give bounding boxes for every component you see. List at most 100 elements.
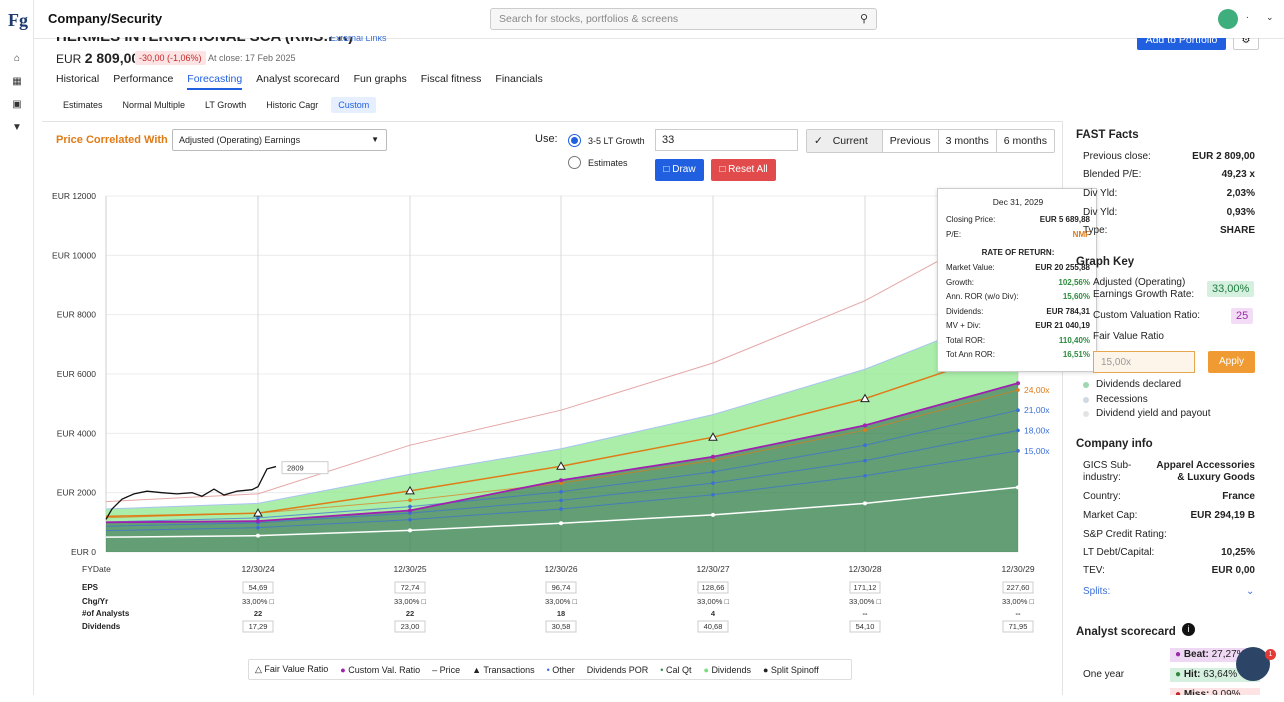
period-previous[interactable]: Previous — [883, 130, 939, 152]
legend-dividends[interactable]: ● Dividends — [703, 664, 751, 675]
apply-button[interactable]: Apply — [1208, 351, 1255, 373]
subtab-estimates[interactable]: Estimates — [63, 100, 103, 110]
table-cell: 33,00% □ — [697, 597, 730, 606]
legend-price[interactable]: – Price — [432, 664, 461, 675]
splits-link[interactable]: Splits: — [1083, 586, 1111, 597]
tab-forecasting[interactable]: Forecasting — [187, 73, 243, 90]
reset-all-button[interactable]: □ Reset All — [711, 159, 776, 181]
subtab-custom[interactable]: Custom — [331, 97, 377, 113]
tab-historical[interactable]: Historical — [56, 73, 100, 85]
avatar[interactable] — [1218, 9, 1238, 29]
info-label: TEV: — [1083, 565, 1105, 576]
legend-fair-value[interactable]: △ Fair Value Ratio — [255, 664, 329, 674]
add-to-portfolio-button[interactable]: Add to Portfolio — [1137, 38, 1226, 50]
period-3-months[interactable]: 3 months — [939, 130, 997, 152]
app-logo[interactable]: Fg — [8, 10, 28, 30]
table-cell: 22 — [406, 609, 414, 618]
chart-icon[interactable]: ▦ — [12, 76, 22, 87]
legend-transactions[interactable]: ▲ Transactions — [472, 664, 535, 675]
chat-badge: 1 — [1265, 649, 1276, 660]
legend-split-spinoff[interactable]: ● Split Spinoff — [762, 664, 819, 675]
chevron-down-icon[interactable]: ⌄ — [1266, 12, 1274, 22]
user-name: . — [1246, 10, 1249, 21]
info-label: Country: — [1083, 491, 1121, 502]
ratio-point — [863, 428, 867, 432]
tab-performance[interactable]: Performance — [113, 73, 174, 85]
legend-cal-qt[interactable]: • Cal Qt — [660, 664, 692, 675]
tooltip-label: P/E: — [946, 229, 962, 239]
briefcase-icon[interactable]: ▣ — [12, 99, 22, 110]
info-icon[interactable]: i — [1182, 623, 1195, 636]
chat-button[interactable] — [1236, 647, 1270, 681]
lt-growth-radio[interactable] — [568, 134, 581, 147]
subtab-historic-cagr[interactable]: Historic Cagr — [266, 100, 319, 110]
miss-value: 9,09% — [1212, 689, 1241, 700]
ratio-point — [711, 470, 715, 474]
chevron-down-icon[interactable]: ⌄ — [1246, 586, 1255, 597]
use-label: Use: — [535, 133, 558, 145]
fact-label: Blended P/E: — [1083, 169, 1142, 180]
tooltip-value: EUR 20 255,88 — [1035, 263, 1090, 272]
fair-value-input[interactable]: 15,00x — [1093, 351, 1195, 373]
legend-label: Split Spinoff — [770, 664, 819, 675]
search-input[interactable]: Search for stocks, portfolios & screens … — [490, 8, 877, 30]
info-value: 10,25% — [1221, 547, 1255, 558]
page-title: Company/Security — [48, 11, 163, 26]
fair-value-label: Fair Value Ratio — [1093, 331, 1164, 342]
growth-input[interactable]: 33 — [655, 129, 798, 151]
filter-icon[interactable]: ▼ — [12, 122, 22, 133]
estimates-radio[interactable] — [568, 156, 581, 169]
fact-label: Type: — [1083, 225, 1108, 236]
forecast-chart[interactable]: EUR 0 EUR 2000 EUR 4000 EUR 6000 EUR 8000 EUR… — [42, 180, 1052, 660]
search-icon[interactable]: ⚲ — [859, 13, 868, 25]
legend-custom-val[interactable]: ● Custom Val. Ratio — [340, 664, 421, 675]
legend-label: Price — [439, 664, 461, 675]
table-cell: 33,00% □ — [545, 597, 578, 606]
tooltip-value: EUR 21 040,19 — [1035, 321, 1090, 330]
ratio-point — [256, 516, 260, 520]
table-cell: 40,68 — [704, 622, 723, 631]
bullet-label[interactable]: Dividends declared — [1096, 379, 1182, 390]
legend-label: Other — [552, 664, 575, 675]
fact-value: 0,93% — [1226, 207, 1255, 218]
tab-fun-graphs[interactable]: Fun graphs — [353, 73, 407, 85]
info-row: LT Debt/Capital: 10,25% — [1083, 547, 1255, 558]
table-input — [545, 581, 577, 594]
beat-value: 27,27% — [1211, 649, 1246, 660]
tab-fiscal-fitness[interactable]: Fiscal fitness — [420, 73, 482, 85]
period-6-months[interactable]: 6 months — [1003, 135, 1047, 147]
subtab-normal-multiple[interactable]: Normal Multiple — [122, 100, 186, 110]
draw-button[interactable]: □ Draw — [655, 159, 704, 181]
info-value: France — [1222, 491, 1255, 502]
period-current[interactable]: ✓ Current — [807, 130, 883, 152]
subtab-lt-growth[interactable]: LT Growth — [205, 100, 247, 110]
table-input — [242, 620, 274, 633]
fact-value: 2,03% — [1226, 188, 1255, 199]
table-cell: 33,00% □ — [242, 597, 275, 606]
custom-point — [256, 519, 260, 524]
table-input — [242, 581, 274, 594]
external-links[interactable]: External Links — [330, 33, 387, 43]
custom-ratio-label: Custom Valuation Ratio: — [1093, 310, 1201, 321]
tooltip-row: Closing Price: EUR 5 689,88 — [946, 215, 1090, 230]
table-cell: 23,00 — [401, 622, 420, 631]
table-cell: 72,74 — [401, 583, 420, 592]
ratio-label: 18,00x — [1024, 425, 1050, 435]
bullet-label[interactable]: Dividend yield and payout — [1096, 408, 1211, 419]
left-nav: Fg ⌂ ▦ ▣ ▼ — [0, 0, 34, 695]
home-icon[interactable]: ⌂ — [13, 53, 21, 64]
correlated-select[interactable]: Adjusted (Operating) Earnings ▼ — [172, 129, 387, 151]
tab-analyst-scorecard[interactable]: Analyst scorecard — [256, 73, 340, 85]
info-row: Market Cap: EUR 294,19 B — [1083, 510, 1255, 521]
tab-financials[interactable]: Financials — [495, 73, 543, 85]
ratio-point — [863, 473, 867, 478]
caret-down-icon: ▼ — [371, 135, 379, 144]
table-row-label: #of Analysts — [82, 609, 130, 618]
beat-label: Beat: — [1183, 649, 1209, 660]
dividend-point — [863, 501, 867, 506]
legend-other[interactable]: • Other — [546, 664, 575, 675]
gear-icon[interactable]: ⚙ — [1233, 38, 1259, 50]
ratio-point — [711, 481, 715, 485]
legend-dividends-por[interactable]: Dividends POR — [587, 665, 649, 675]
bullet-label[interactable]: Recessions — [1096, 394, 1148, 405]
